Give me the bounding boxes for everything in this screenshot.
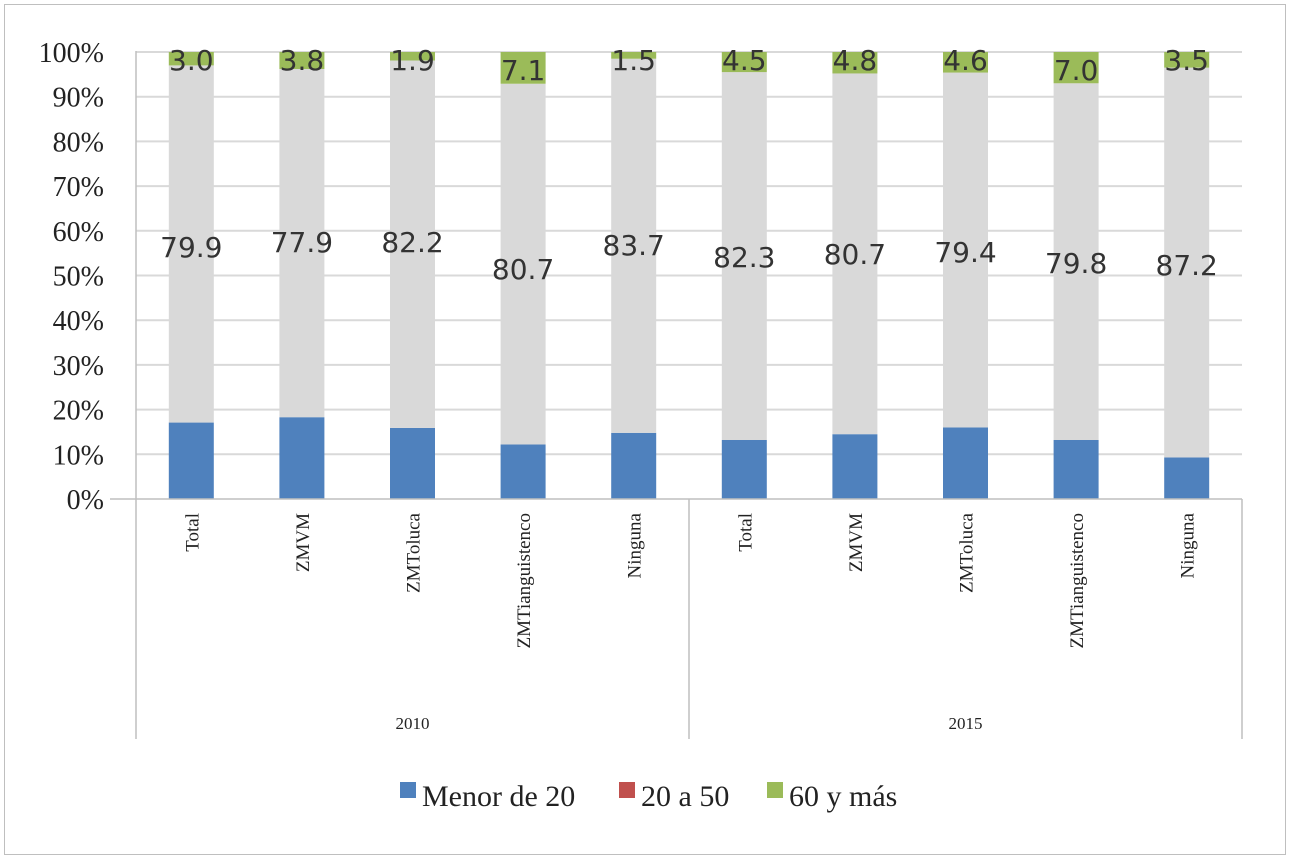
bar-segment (832, 52, 878, 74)
y-tick-label: 80% (53, 127, 104, 158)
data-label: 7.1 (501, 54, 546, 87)
bar-segment (168, 65, 214, 423)
bar-segment (390, 60, 435, 428)
y-tick-label: 100% (39, 38, 104, 69)
data-label: 4.8 (833, 44, 878, 77)
data-label: 79.9 (160, 231, 222, 264)
bar-segment (721, 439, 767, 499)
bar-segment (168, 422, 214, 499)
bar-segment (1053, 83, 1099, 440)
data-label: 79.8 (1045, 247, 1107, 280)
data-label: 4.5 (722, 44, 767, 77)
legend-label: Menor de 20 (422, 780, 575, 813)
bar-segment (832, 434, 878, 499)
data-label: 3.5 (1164, 44, 1209, 77)
bar-segment (721, 72, 767, 440)
x-category-label: Ninguna (1178, 512, 1199, 578)
x-category-label: ZMVM (846, 513, 867, 572)
y-tick-label: 10% (53, 440, 104, 471)
y-tick-label: 50% (53, 262, 104, 293)
x-category-label: ZMToluca (957, 512, 978, 592)
bar-segment (279, 52, 325, 69)
bar-segment (1164, 67, 1210, 458)
bar-segment (611, 432, 657, 499)
bar-segment (611, 58, 657, 433)
legend-swatch (619, 782, 635, 798)
bar-segment (168, 52, 214, 66)
y-tick-label: 70% (53, 172, 104, 203)
bar-segment (1164, 52, 1210, 68)
bar-segment (500, 52, 546, 84)
data-label: 4.6 (943, 44, 988, 77)
bar-segment (832, 73, 878, 435)
data-label: 87.2 (1156, 249, 1218, 282)
x-category-label: Total (182, 513, 203, 552)
bar-segment (279, 68, 325, 418)
data-label: 82.2 (381, 226, 443, 259)
bar-segment (1164, 457, 1210, 499)
legend-label: 20 a 50 (641, 780, 729, 813)
y-tick-label: 90% (53, 83, 104, 114)
x-category-label: ZMTianguistenco (514, 513, 535, 648)
legend-swatch (400, 782, 416, 798)
bar-segment (1053, 52, 1099, 84)
data-label: 83.7 (603, 229, 665, 262)
y-tick-label: 40% (53, 306, 104, 337)
bar-segment (943, 72, 988, 428)
x-category-label: Ninguna (625, 512, 646, 578)
x-category-label: ZMToluca (404, 512, 425, 592)
legend-label: 60 y más (789, 780, 897, 813)
bar-segment (279, 417, 325, 499)
x-category-label: Total (735, 513, 756, 552)
y-tick-label: 20% (53, 396, 104, 427)
bar-segment (390, 52, 435, 61)
y-tick-label: 0% (67, 485, 104, 516)
data-label: 1.5 (611, 44, 656, 77)
y-tick-label: 30% (53, 351, 104, 382)
data-label: 7.0 (1054, 54, 1099, 87)
data-label: 80.7 (492, 253, 554, 286)
bar-segment (943, 427, 988, 499)
legend-swatch (767, 782, 783, 798)
data-label: 80.7 (824, 238, 886, 271)
bar-segment (943, 52, 988, 73)
data-label: 82.3 (713, 241, 775, 274)
bar-segment (721, 52, 767, 73)
bar-segment (1053, 439, 1099, 499)
bar-segment (500, 83, 546, 445)
data-label: 77.9 (271, 226, 333, 259)
data-label: 3.0 (169, 44, 214, 77)
x-category-label: ZMVM (293, 513, 314, 572)
x-group-label: 2010 (396, 714, 430, 733)
bar-segment (390, 427, 435, 499)
bar-segment (500, 444, 546, 499)
data-label: 79.4 (934, 236, 996, 269)
data-label: 1.9 (390, 44, 435, 77)
y-tick-label: 60% (53, 217, 104, 248)
x-category-label: ZMTianguistenco (1067, 513, 1088, 648)
bar-segment (611, 52, 657, 59)
data-label: 3.8 (280, 44, 325, 77)
x-group-label: 2015 (949, 714, 983, 733)
